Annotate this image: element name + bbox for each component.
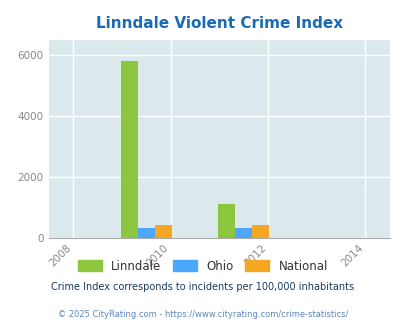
- Bar: [252, 224, 269, 238]
- Text: Crime Index corresponds to incidents per 100,000 inhabitants: Crime Index corresponds to incidents per…: [51, 282, 354, 292]
- Bar: [120, 61, 137, 238]
- Bar: [234, 228, 252, 238]
- Title: Linndale Violent Crime Index: Linndale Violent Crime Index: [96, 16, 342, 31]
- Bar: [137, 228, 154, 238]
- Bar: [217, 204, 234, 238]
- Legend: Linndale, Ohio, National: Linndale, Ohio, National: [73, 255, 332, 278]
- Text: © 2025 CityRating.com - https://www.cityrating.com/crime-statistics/: © 2025 CityRating.com - https://www.city…: [58, 310, 347, 319]
- Bar: [154, 224, 171, 238]
